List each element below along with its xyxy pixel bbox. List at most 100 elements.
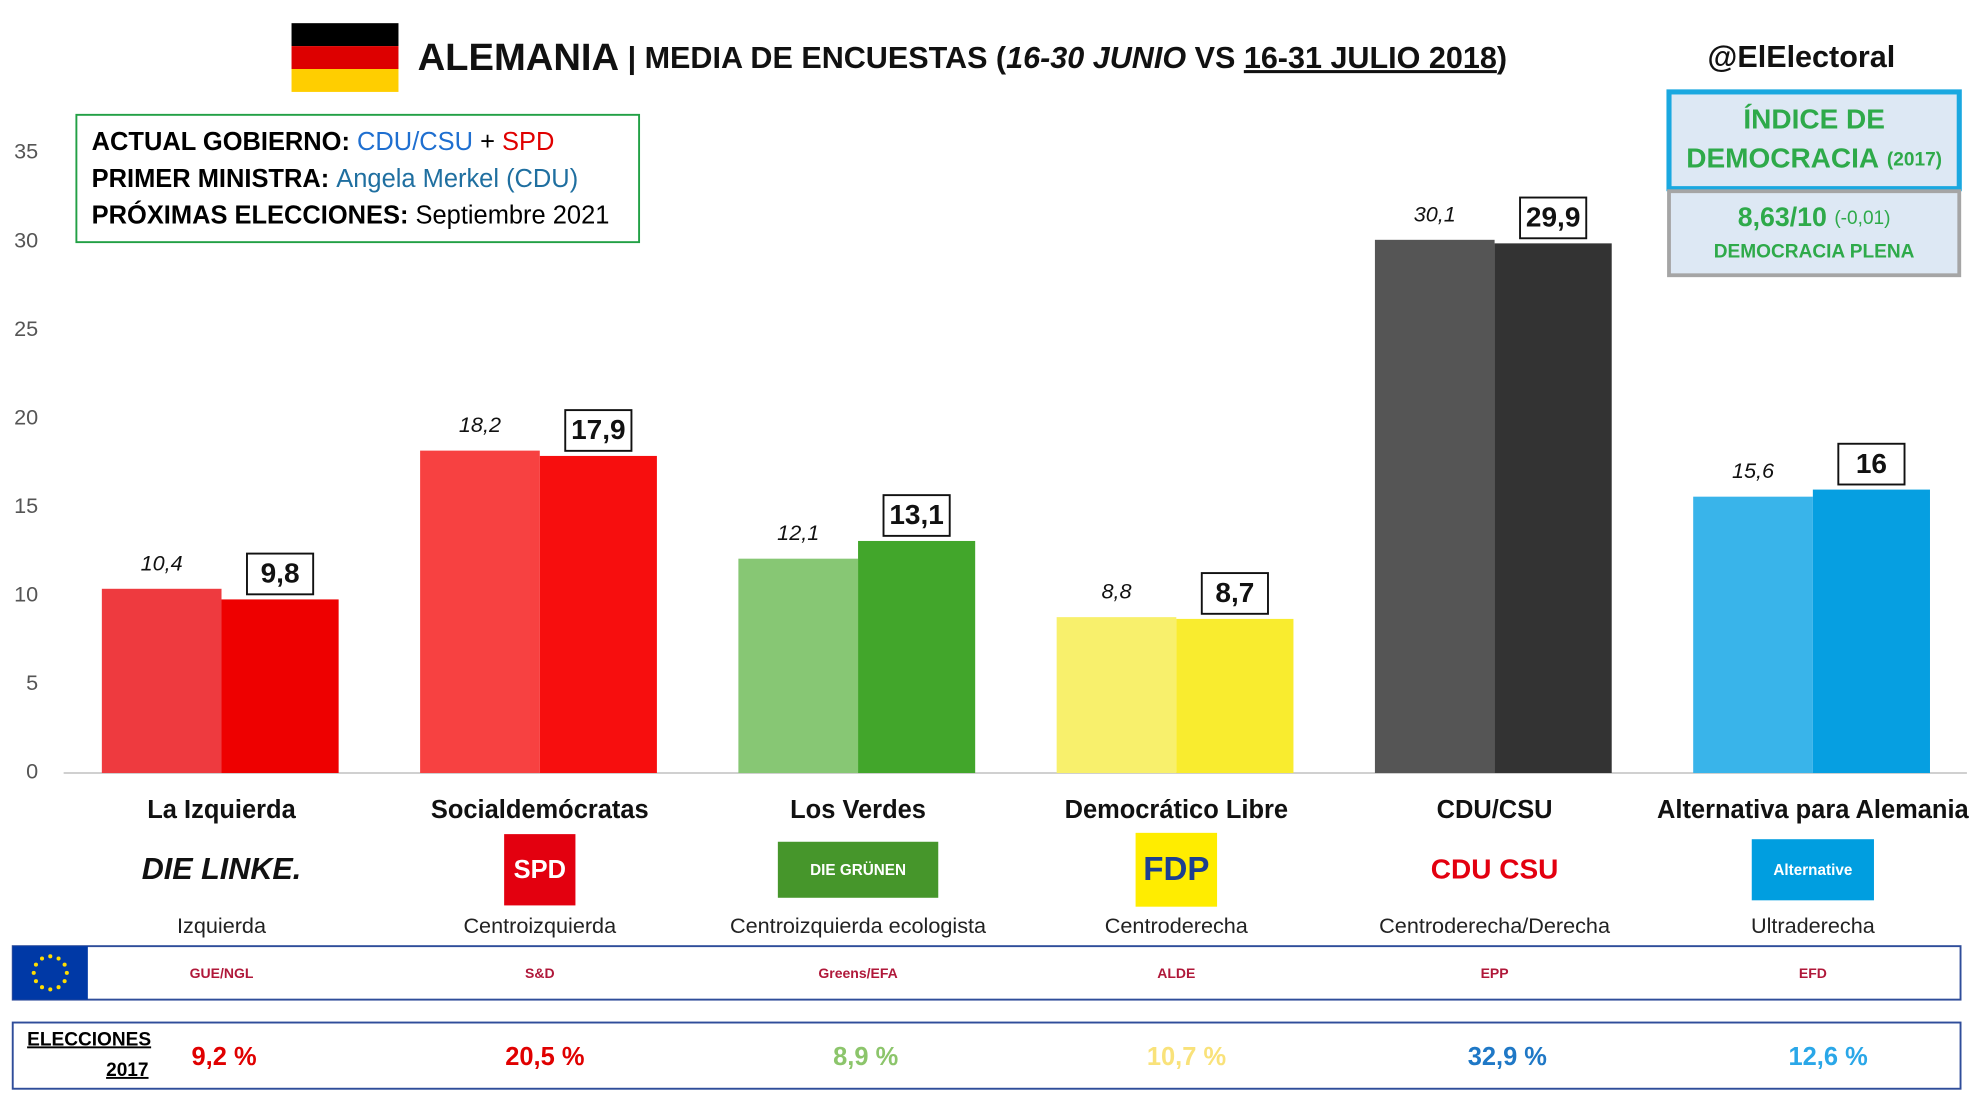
y-tick-label: 0: [26, 759, 38, 784]
value-label: 30,1: [1414, 201, 1456, 226]
value-label: 9,8: [261, 558, 300, 589]
eu-star: [39, 985, 45, 990]
x-tick-label: Los Verdes: [790, 796, 926, 824]
eu-star: [56, 985, 61, 990]
info-label: ACTUAL GOBIERNO:: [92, 128, 350, 156]
elections-label: ELECCIONES: [27, 1029, 151, 1050]
party-logo: [1751, 839, 1874, 901]
party-logo-text: DIE GRÜNEN: [810, 862, 906, 879]
elections-row: [11, 1021, 1962, 1090]
value-label: 29,9: [1526, 202, 1581, 233]
value-label: 15,6: [1732, 458, 1775, 483]
value-label: 13,1: [889, 499, 944, 530]
eu-star: [64, 970, 69, 975]
info-label: PRÓXIMAS ELECCIONES:: [92, 199, 409, 229]
ideology: Centroizquierda: [463, 913, 617, 938]
election-result: 12,6 %: [1789, 1043, 1868, 1071]
x-tick-label: La Izquierda: [147, 796, 296, 824]
party-logo-text: Alternative: [1773, 862, 1852, 879]
ideology: Centroizquierda ecologista: [730, 913, 987, 938]
y-tick-label: 5: [26, 670, 38, 695]
bar: [539, 455, 657, 774]
info-label: PRIMER MINISTRA:: [92, 164, 330, 192]
party-logo: [1135, 832, 1218, 907]
value-label-box: [1519, 196, 1588, 240]
info-value: Septiembre 2021: [416, 201, 610, 229]
election-result: 32,9 %: [1468, 1043, 1547, 1071]
ideology: Centroderecha/Derecha: [1379, 913, 1611, 938]
party-logo: [504, 834, 576, 906]
ideology: Izquierda: [177, 913, 267, 938]
eu-star: [48, 954, 53, 959]
value-label: 10,4: [141, 550, 183, 575]
title-part: | MEDIA DE ENCUESTAS (: [619, 41, 1007, 75]
value-label-box: [882, 494, 951, 537]
bar: [1374, 239, 1495, 774]
value-label-box: [1837, 442, 1906, 486]
value-label: 17,9: [571, 414, 626, 445]
party-logo: [777, 841, 939, 898]
eu-group: S&D: [525, 965, 555, 981]
title-part: 16-31 JULIO 2018: [1244, 41, 1497, 75]
info-value: CDU/CSU: [357, 128, 473, 156]
eu-stars: [31, 954, 69, 992]
eu-star: [62, 962, 67, 967]
democracy-change: (-0,01): [1834, 208, 1890, 229]
democracy-score: 8,63/10 (-0,01): [1738, 202, 1891, 232]
election-result: 20,5 %: [505, 1043, 584, 1071]
elections-label: 2017: [106, 1060, 148, 1081]
eu-group: GUE/NGL: [190, 965, 254, 981]
flag: [291, 23, 399, 92]
info-value: SPD: [502, 128, 554, 156]
title-part: VS: [1186, 41, 1244, 75]
info-value: Angela Merkel (CDU): [336, 164, 578, 192]
title-part: ): [1497, 41, 1507, 75]
democracy-year: (2017): [1887, 150, 1942, 171]
x-tick-label: CDU/CSU: [1437, 796, 1553, 824]
y-tick-label: 35: [14, 139, 38, 164]
x-tick-label: Alternativa para Alemania: [1657, 796, 1970, 824]
bar: [1693, 496, 1813, 774]
ideology: Centroderecha: [1105, 913, 1249, 938]
info-line: PRÓXIMAS ELECCIONES: Septiembre 2021: [92, 199, 610, 229]
handle: @ElElectoral: [1708, 40, 1896, 74]
bar: [101, 588, 222, 774]
y-tick-label: 15: [14, 493, 38, 518]
y-tick-label: 30: [14, 227, 38, 252]
x-tick-label: Socialdemócratas: [431, 796, 649, 824]
eu-star: [62, 979, 67, 984]
title-part: 16-30 JUNIO: [1006, 41, 1186, 75]
value-label: 8,7: [1215, 577, 1254, 608]
info-value: +: [480, 128, 495, 156]
election-result: 9,2 %: [192, 1043, 257, 1071]
value-label: 16: [1856, 448, 1887, 479]
party-logo-text: SPD: [514, 856, 566, 884]
info-box: [75, 113, 641, 244]
value-label-box: [564, 409, 633, 452]
eu-star: [33, 979, 38, 984]
bar: [1056, 617, 1177, 774]
y-tick-label: 10: [14, 582, 38, 607]
party-logo-text: FDP: [1143, 851, 1209, 888]
eu-star: [39, 956, 45, 961]
eu-star: [33, 962, 38, 967]
democracy-title: DEMOCRACIA (2017): [1686, 143, 1942, 174]
eu-star: [48, 987, 53, 992]
election-result: 8,9 %: [833, 1043, 898, 1071]
eu-group: EFD: [1799, 965, 1827, 981]
value-label: 18,2: [459, 412, 501, 437]
eu-flag: [12, 946, 88, 1000]
ideology: Ultraderecha: [1751, 913, 1876, 938]
bar: [1494, 243, 1612, 774]
info-line: ACTUAL GOBIERNO: CDU/CSU + SPD: [92, 128, 555, 156]
chart-title: ALEMANIA | MEDIA DE ENCUESTAS (16-30 JUN…: [418, 36, 1507, 79]
value-label-box: [246, 552, 315, 596]
value-label: 12,1: [777, 520, 819, 545]
value-label: 8,8: [1101, 579, 1131, 604]
eu-group: Greens/EFA: [818, 965, 897, 981]
bar: [1812, 489, 1930, 774]
democracy-status: DEMOCRACIA PLENA: [1714, 241, 1915, 262]
y-tick-label: 20: [14, 404, 38, 429]
bar: [858, 540, 976, 774]
